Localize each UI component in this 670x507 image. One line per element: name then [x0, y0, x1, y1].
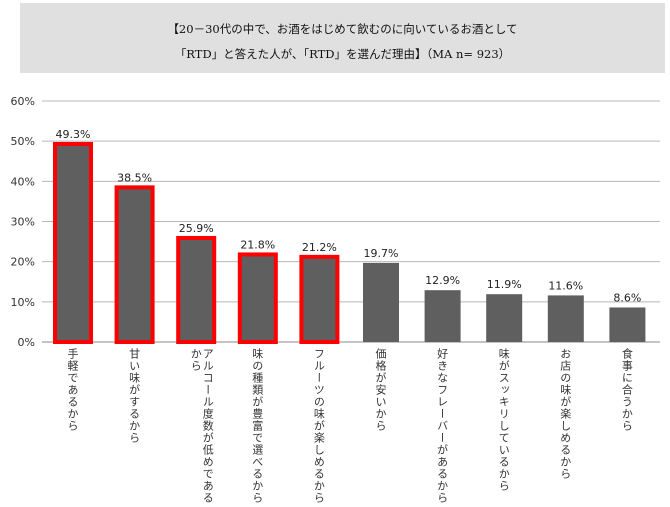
- x-tick-label: お店の味が楽しめるから: [558, 348, 572, 480]
- data-label: 8.6%: [613, 291, 641, 304]
- y-tick-label: 60%: [11, 95, 35, 108]
- x-tick-label: 好きなフレーバーがあるから: [435, 348, 449, 504]
- y-tick-label: 0%: [18, 336, 35, 349]
- bar: [424, 290, 461, 342]
- y-tick-label: 10%: [11, 296, 35, 309]
- x-tick-label: 味がスッキリしているから: [497, 348, 511, 492]
- data-label: 21.2%: [302, 241, 337, 254]
- bar: [114, 185, 155, 344]
- bar: [53, 141, 93, 344]
- x-tick-label: 味の種類が豊富で選べるから: [250, 348, 264, 504]
- chart-title-box: 【20－30代の中で、お酒をはじめて飲むのに向いているお酒として 「RTD」と答…: [20, 3, 665, 73]
- y-tick-label: 40%: [11, 175, 35, 188]
- bar: [237, 252, 278, 344]
- y-tick-label: 50%: [11, 135, 35, 148]
- data-label: 49.3%: [56, 128, 91, 141]
- data-label: 11.6%: [548, 279, 583, 292]
- x-tick-label: 手軽であるから: [66, 348, 79, 432]
- data-label: 38.5%: [117, 171, 152, 184]
- x-tick-label: 甘い味がするから: [127, 348, 141, 444]
- y-tick-label: 30%: [11, 216, 35, 229]
- x-tick-label: アルコール度数が低めであるから: [189, 348, 215, 504]
- bar: [609, 307, 646, 342]
- bar: [363, 262, 399, 342]
- x-tick-label: 価格が安いから: [374, 348, 387, 432]
- bar: [299, 254, 340, 345]
- data-label: 11.9%: [487, 278, 522, 291]
- chart-title-line-2: 「RTD」と答えた人が、「RTD」を選んだ理由】（MA n= 923）: [174, 47, 511, 61]
- bar: [176, 235, 217, 345]
- y-tick-label: 20%: [11, 256, 35, 269]
- data-label: 19.7%: [364, 247, 399, 260]
- data-label: 21.8%: [240, 238, 275, 251]
- bar: [486, 294, 523, 342]
- data-label: 25.9%: [179, 222, 214, 235]
- x-tick-label: フルーツの味が楽しめるから: [312, 348, 326, 504]
- data-label: 12.9%: [425, 274, 460, 287]
- bar: [547, 295, 584, 342]
- x-tick-label: 食事に合うから: [620, 348, 634, 432]
- chart-title-line-1: 【20－30代の中で、お酒をはじめて飲むのに向いているお酒として: [167, 22, 518, 36]
